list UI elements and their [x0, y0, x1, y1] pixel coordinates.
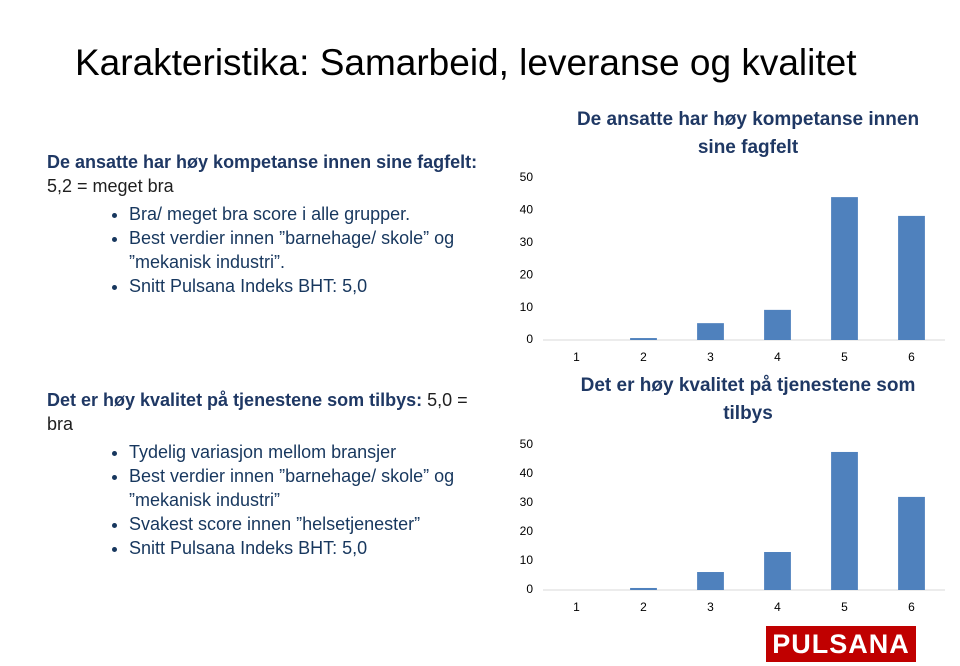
section-heading: De ansatte har høy kompetanse innen sine… — [47, 152, 478, 172]
bullet: Snitt Pulsana Indeks BHT: 5,0 — [129, 274, 487, 298]
y-tick-label: 20 — [520, 267, 534, 281]
x-tick-label: 4 — [774, 350, 781, 364]
y-tick-label: 50 — [520, 437, 534, 451]
y-tick-label: 40 — [520, 203, 534, 217]
bullet: Best verdier innen ”barnehage/ skole” og… — [129, 464, 487, 512]
bar — [697, 323, 724, 340]
x-tick-label: 5 — [841, 350, 848, 364]
x-tick-label: 1 — [573, 350, 580, 364]
y-tick-label: 0 — [526, 332, 533, 346]
section-heading: Det er høy kvalitet på tjenestene som ti… — [47, 390, 423, 410]
x-tick-label: 2 — [640, 600, 647, 614]
x-tick-label: 4 — [774, 600, 781, 614]
bullet: Tydelig variasjon mellom bransjer — [129, 440, 487, 464]
bar — [764, 552, 791, 590]
bar — [831, 197, 858, 340]
bar — [630, 587, 657, 590]
section-heading-rest: 5,2 = meget bra — [47, 176, 174, 196]
section: Det er høy kvalitet på tjenestene som ti… — [47, 388, 487, 560]
y-tick-label: 50 — [520, 170, 534, 184]
y-tick-label: 10 — [520, 553, 534, 567]
logo: PULSANA — [766, 626, 916, 662]
x-tick-label: 1 — [573, 600, 580, 614]
y-tick-label: 0 — [526, 582, 533, 596]
section: De ansatte har høy kompetanse innen sine… — [47, 150, 487, 298]
chart-title: Det er høy kvalitet på tjenestene som ti… — [580, 375, 916, 424]
bullet-list: Bra/ meget bra score i alle grupper. Bes… — [47, 202, 487, 298]
section-heading-rest: 5,0 = bra — [47, 390, 468, 434]
x-tick-label: 2 — [640, 350, 647, 364]
x-tick-label: 3 — [707, 350, 714, 364]
bullet: Best verdier innen ”barnehage/ skole” og… — [129, 226, 487, 274]
bar — [764, 309, 791, 340]
bar — [831, 451, 858, 590]
y-tick-label: 30 — [520, 235, 534, 249]
bullet: Svakest score innen ”helsetjenester” — [129, 512, 487, 536]
y-tick-label: 30 — [520, 495, 534, 509]
y-tick-label: 20 — [520, 524, 534, 538]
slide-title: Karakteristika: Samarbeid, leveranse og … — [75, 42, 857, 83]
bar — [898, 496, 925, 590]
chart-title: De ansatte har høy kompetanse innen sine… — [576, 109, 920, 158]
x-tick-label: 5 — [841, 600, 848, 614]
bullet-list: Tydelig variasjon mellom bransjer Best v… — [47, 440, 487, 560]
bar — [630, 338, 657, 340]
bar — [697, 572, 724, 590]
bullet: Bra/ meget bra score i alle grupper. — [129, 202, 487, 226]
bar — [898, 215, 925, 340]
x-tick-label: 3 — [707, 600, 714, 614]
y-tick-label: 40 — [520, 466, 534, 480]
x-tick-label: 6 — [908, 350, 915, 364]
bullet: Snitt Pulsana Indeks BHT: 5,0 — [129, 536, 487, 560]
y-tick-label: 10 — [520, 300, 534, 314]
x-tick-label: 6 — [908, 600, 915, 614]
